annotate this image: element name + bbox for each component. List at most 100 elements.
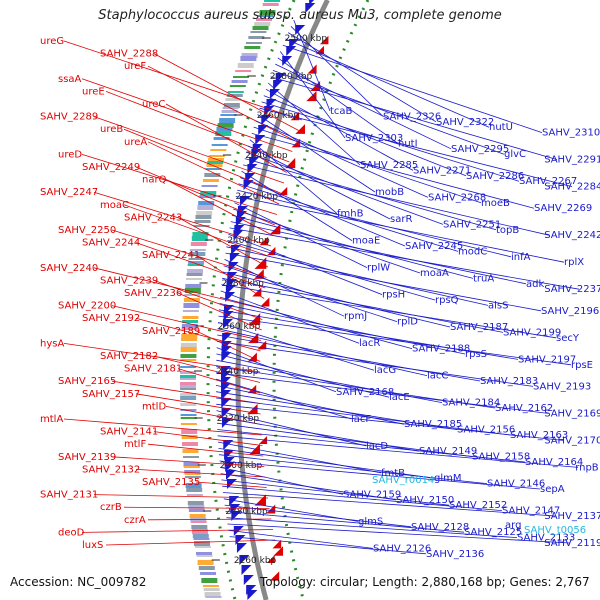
cog-function-block: [196, 555, 213, 557]
forward-gene-label: SAHV_2249: [82, 162, 140, 173]
cog-function-block: [181, 435, 198, 439]
reverse-gene-label: SAHV_2128: [411, 522, 469, 533]
reverse-gene-label: SAHV_2169: [544, 408, 600, 419]
genes-value: 2,767: [555, 575, 590, 589]
cog-function-block: [180, 359, 197, 361]
cog-function-block: [235, 70, 252, 72]
forward-gene-label: SAHV_2289: [40, 112, 98, 123]
reverse-gene-label: mobB: [375, 187, 404, 198]
reverse-label-leader: [235, 196, 565, 263]
forward-gene-label: ureG: [40, 36, 64, 47]
forward-gene-label: SAHV_2250: [58, 225, 116, 236]
reverse-label-leader: [222, 485, 503, 511]
reverse-gene-label: topB: [496, 225, 519, 236]
accession-label: Accession:: [10, 575, 74, 589]
reverse-gene-label: SAHV_2197: [518, 354, 576, 365]
reverse-label-leader: [218, 315, 572, 366]
reverse-label-leader: [282, 44, 543, 133]
cog-function-block: [183, 303, 200, 308]
forward-label-leader: [81, 78, 293, 152]
cog-function-block: [193, 538, 210, 540]
cog-function-block: [223, 103, 240, 108]
reverse-gene-arrow: [233, 526, 244, 536]
cog-function-block: [193, 225, 210, 227]
forward-label-leader: [135, 242, 266, 289]
reverse-label-leader: [217, 435, 579, 468]
cog-function-block: [202, 179, 219, 182]
reverse-gene-label: SAHV_2326: [383, 111, 441, 122]
accession-info: Accession: NC_009782: [10, 575, 146, 589]
topology-label: Topology:: [260, 575, 317, 589]
cog-function-block: [219, 118, 236, 123]
cog-function-block: [231, 80, 248, 83]
reverse-gene-label: rpsQ: [435, 295, 459, 306]
cog-function-block: [184, 288, 201, 293]
reverse-label-leader: [217, 334, 481, 382]
cog-function-block: [186, 273, 203, 276]
forward-label-leader: [93, 494, 269, 499]
reverse-gene-label: rplX: [564, 257, 584, 268]
reverse-gene-label: rplD: [397, 317, 418, 328]
reverse-gene-label: hutI: [398, 138, 418, 149]
cog-function-block: [240, 56, 257, 61]
reverse-gene-arrow: [305, 3, 316, 13]
cog-function-block: [180, 409, 197, 411]
forward-label-leader: [123, 128, 282, 194]
forward-gene-arrow: [254, 269, 264, 279]
forward-label-leader: [135, 469, 266, 478]
reverse-gene-arrow: [243, 575, 254, 585]
reverse-gene-label: SAHV_2285: [360, 160, 418, 171]
reverse-gene-label: lacG: [374, 365, 396, 376]
forward-label-leader: [63, 418, 262, 436]
reverse-label-leader: [216, 347, 337, 393]
reverse-label-leader: [216, 353, 390, 398]
forward-gene-label: SAHV_2236: [124, 288, 182, 299]
reverse-gene-label: SAHV_2303: [345, 133, 403, 144]
forward-gene-label: SAHV_2244: [82, 238, 140, 249]
reverse-gene-label: SAHV_2137: [544, 511, 600, 522]
reverse-gene-label: SAHV_2193: [533, 381, 591, 392]
rna-gene-label: arg: [505, 520, 521, 531]
reverse-label-leader: [226, 517, 518, 538]
reverse-gene-arrow: [239, 555, 250, 565]
cog-function-block: [188, 505, 205, 509]
forward-gene-arrow: [273, 546, 284, 556]
cog-function-block: [180, 371, 197, 374]
reverse-gene-label: SAHV_2284: [544, 182, 600, 193]
cog-function-block: [184, 476, 201, 478]
forward-label-leader: [153, 53, 299, 131]
scale-tick-label: 2380 kbp: [221, 279, 264, 289]
reverse-gene-label: rpsH: [382, 290, 405, 301]
reverse-label-leader: [251, 133, 535, 209]
reverse-label-leader: [216, 340, 534, 387]
cog-function-block: [194, 220, 211, 223]
forward-label-leader: [147, 443, 264, 457]
cog-function-block: [250, 31, 267, 33]
reverse-label-leader: [272, 70, 505, 155]
forward-gene-label: SAHV_2141: [100, 427, 158, 438]
reverse-gene-label: SAHV_2156: [457, 425, 515, 436]
forward-gene-label: hysA: [40, 338, 64, 349]
forward-gene-label: czrB: [100, 502, 122, 513]
scale-tick-label: 2360 kbp: [218, 322, 261, 332]
scale-tick-label: 2440 kbp: [245, 151, 288, 161]
reverse-gene-arrow: [235, 217, 246, 227]
cog-function-block: [189, 514, 206, 518]
cog-function-block: [245, 42, 262, 44]
cog-function-block: [182, 320, 199, 323]
cog-function-block: [180, 393, 197, 396]
cog-function-block: [180, 388, 197, 390]
cog-function-block: [186, 488, 203, 492]
scale-tick-label: 2420 kbp: [236, 192, 279, 202]
cog-function-block: [244, 46, 261, 49]
reverse-label-leader: [265, 88, 414, 171]
cog-function-block: [220, 114, 237, 116]
reverse-gene-label: SAHV_2196: [541, 306, 599, 317]
cog-function-block: [232, 76, 249, 78]
reverse-gene-label: rpsS: [465, 349, 487, 360]
reverse-gene-label: SAHV_2119: [544, 538, 600, 549]
reverse-label-leader: [219, 303, 466, 355]
forward-gene-arrow: [285, 157, 296, 169]
reverse-gene-label: adk: [526, 279, 544, 290]
cog-function-block: [181, 324, 198, 329]
